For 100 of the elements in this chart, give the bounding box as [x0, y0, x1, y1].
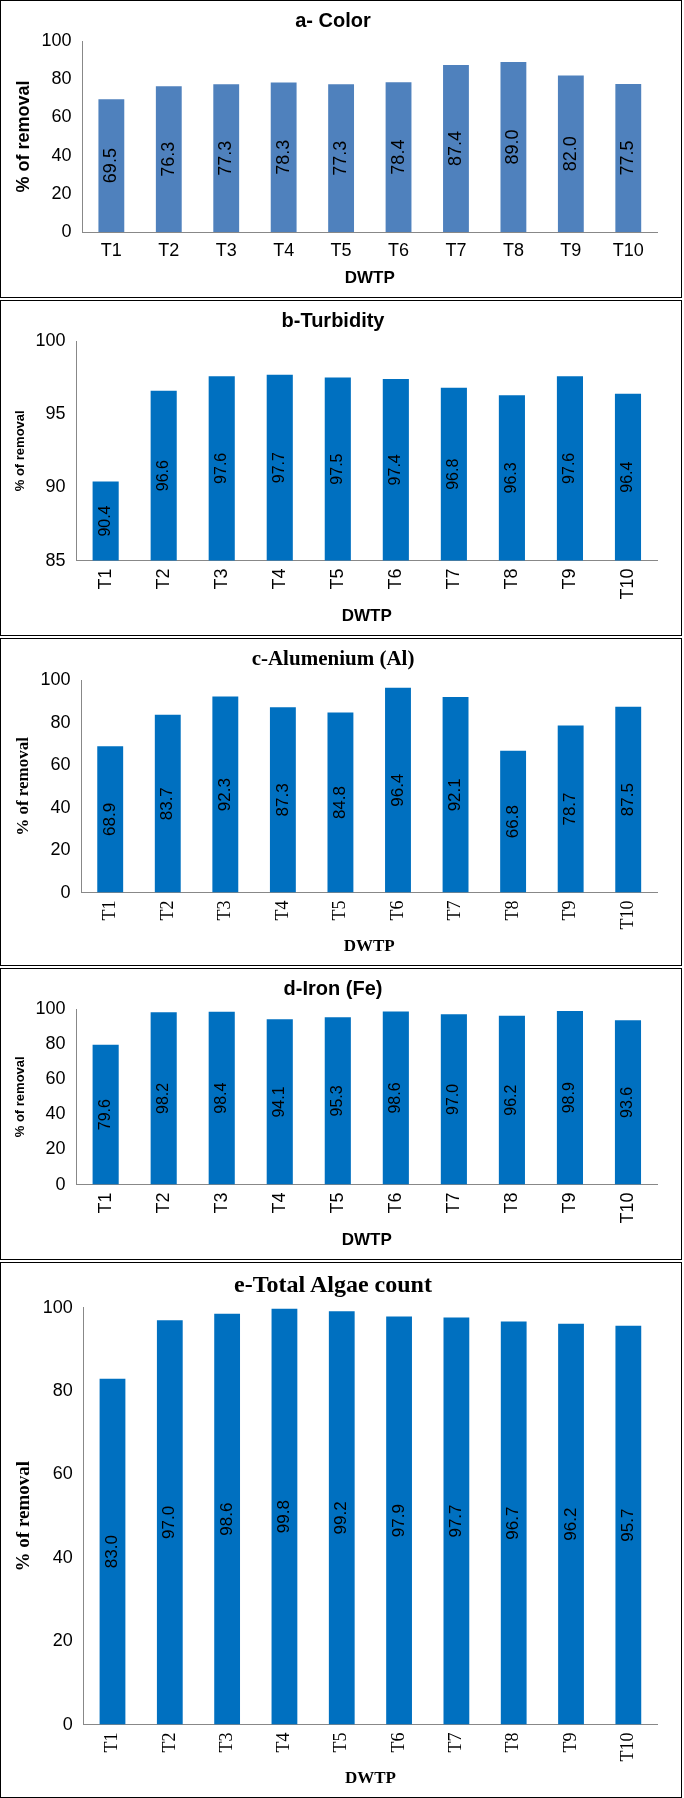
data-label: 77.3: [215, 140, 236, 176]
x-tick-label: T7: [444, 900, 465, 921]
data-label: 97.7: [270, 451, 288, 484]
x-tick-label: T1: [94, 1192, 115, 1214]
y-tick-label: 40: [51, 144, 72, 165]
x-tick-label: T9: [558, 568, 579, 590]
y-tick-label: 0: [61, 220, 72, 241]
x-tick-label: T5: [326, 568, 347, 590]
data-label: 92.1: [445, 778, 465, 812]
x-tick-label: T8: [500, 568, 521, 590]
chart-title: b-Turbidity: [281, 308, 386, 331]
data-label: 97.9: [388, 1504, 408, 1538]
y-tick-label: 20: [45, 1138, 66, 1159]
data-label: 98.6: [386, 1082, 404, 1114]
data-label: 97.4: [386, 454, 404, 486]
bar: [440, 1014, 467, 1185]
x-tick-label: T8: [502, 239, 524, 260]
y-tick-label: 40: [50, 796, 71, 817]
data-label: 95.3: [328, 1085, 346, 1117]
x-tick-label: T6: [384, 1192, 405, 1214]
x-tick-label: T9: [559, 900, 580, 921]
x-tick-label: T8: [502, 1732, 523, 1753]
bar: [386, 1316, 412, 1725]
data-label: 97.0: [159, 1505, 179, 1539]
data-label: 99.8: [274, 1500, 294, 1534]
x-tick-label: T3: [215, 239, 237, 260]
y-axis-title: % of removal: [12, 1056, 28, 1138]
y-tick-label: 95: [45, 403, 66, 424]
bar: [385, 687, 411, 893]
x-tick-label: T2: [158, 239, 180, 260]
y-tick-label: 0: [62, 1713, 73, 1734]
bar: [615, 706, 642, 893]
x-tick-label: T1: [100, 239, 122, 260]
data-label: 87.5: [617, 783, 637, 817]
y-tick-label: 80: [51, 68, 72, 89]
data-label: 82.0: [559, 136, 580, 172]
data-label: 68.9: [99, 802, 119, 836]
data-label: 97.6: [560, 452, 578, 484]
y-tick-label: 100: [42, 1296, 73, 1317]
x-tick-label: T10: [616, 900, 637, 930]
y-axis-title: % of removal: [12, 1460, 34, 1572]
bar: [614, 1020, 642, 1185]
x-tick-label: T2: [152, 1192, 173, 1214]
x-tick-label: T5: [326, 1192, 347, 1214]
bar: [269, 707, 296, 893]
y-tick-label: 90: [45, 476, 66, 497]
x-tick-label: T5: [329, 900, 350, 921]
bar: [558, 1323, 584, 1725]
x-axis-title: DWTP: [343, 936, 395, 956]
bar: [99, 1378, 126, 1725]
data-label: 77.5: [617, 140, 638, 176]
x-tick-label: T8: [500, 1192, 521, 1214]
bar: [155, 86, 182, 232]
x-tick-label: T4: [268, 1192, 289, 1214]
bar: [615, 1325, 642, 1725]
x-tick-label: T5: [330, 239, 352, 260]
data-label: 96.2: [502, 1084, 520, 1116]
x-tick-label: T6: [384, 568, 405, 590]
data-label: 83.0: [102, 1535, 122, 1569]
x-tick-label: T4: [273, 239, 295, 260]
data-label: 96.4: [618, 461, 636, 493]
x-tick-label: T1: [101, 1732, 122, 1753]
bar: [156, 1320, 183, 1725]
bar: [443, 65, 469, 232]
x-tick-label: T5: [330, 1732, 351, 1753]
y-tick-label: 60: [52, 1463, 73, 1484]
bar: [615, 83, 642, 232]
bar: [212, 696, 239, 893]
bar: [557, 725, 584, 893]
bar: [382, 1011, 409, 1185]
bar: [98, 99, 125, 232]
bar: [266, 1019, 293, 1185]
data-label: 98.6: [216, 1502, 236, 1536]
data-label: 97.5: [328, 453, 346, 485]
y-tick-label: 20: [52, 1630, 73, 1651]
bar: [328, 84, 355, 232]
y-axis-title: % of removal: [12, 80, 33, 193]
chart-title: c-Alumenium (Al): [251, 646, 415, 671]
y-tick-label: 20: [50, 839, 71, 860]
x-axis-title: DWTP: [341, 606, 392, 626]
data-label: 79.6: [96, 1099, 114, 1131]
bar: [208, 1011, 235, 1185]
data-label: 69.5: [100, 148, 121, 184]
y-tick-label: 100: [35, 329, 66, 350]
y-tick-label: 60: [50, 754, 71, 775]
data-label: 77.3: [330, 140, 351, 176]
y-tick-label: 100: [35, 997, 66, 1018]
x-tick-label: T2: [158, 1732, 179, 1753]
data-label: 92.3: [215, 778, 235, 812]
y-tick-label: 100: [41, 29, 72, 50]
bar: [443, 1317, 470, 1725]
bar: [498, 1015, 525, 1185]
data-label: 96.6: [154, 460, 172, 492]
bar: [328, 1311, 355, 1725]
bar: [556, 1010, 583, 1185]
bar: [327, 712, 354, 893]
x-tick-label: T3: [210, 1192, 231, 1214]
x-tick-label: T8: [501, 900, 522, 921]
bar: [500, 62, 527, 232]
x-tick-label: T4: [268, 568, 289, 590]
